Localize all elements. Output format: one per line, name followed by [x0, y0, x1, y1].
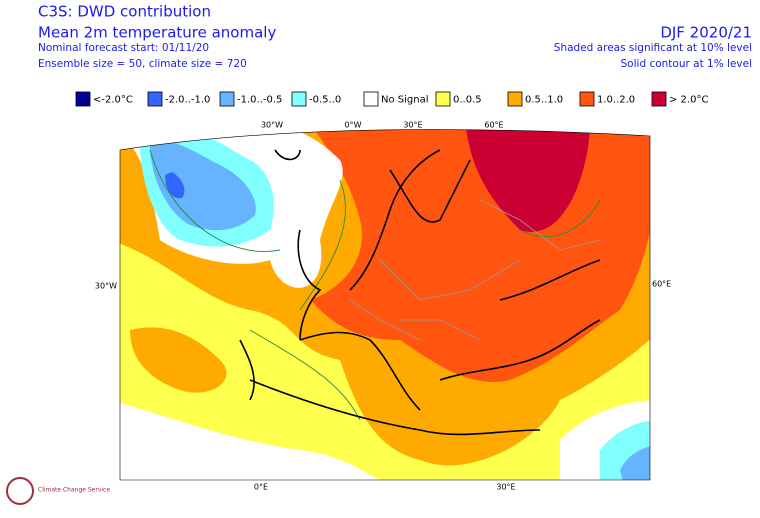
legend-swatch — [507, 91, 523, 107]
shade-light-blue — [150, 140, 256, 231]
subtitle: Mean 2m temperature anomaly — [38, 24, 276, 42]
legend-swatch — [651, 91, 667, 107]
legend-label: 0..0.5 — [453, 95, 482, 106]
title: C3S: DWD contribution — [38, 3, 211, 21]
legend-swatch — [363, 91, 379, 107]
shade-blue — [165, 172, 185, 199]
legend-label: No Signal — [381, 95, 429, 106]
contour — [149, 149, 601, 421]
contour-note: Solid contour at 1% level — [621, 58, 752, 70]
legend-label: 0.5..1.0 — [525, 95, 563, 106]
lon-label: 0°W — [345, 121, 362, 130]
ensemble-info: Ensemble size = 50, climate size = 720 — [38, 58, 247, 70]
legend-label: -2.0..-1.0 — [165, 95, 210, 106]
shade-orange — [130, 327, 227, 393]
shade-white — [120, 400, 380, 480]
legend-swatch — [219, 91, 235, 107]
legend-swatch — [75, 91, 91, 107]
country-border — [349, 199, 601, 341]
map — [120, 129, 650, 480]
legend-label: 1.0..2.0 — [597, 95, 635, 106]
logo-icon — [6, 477, 34, 505]
lon-label: 30°W — [261, 121, 283, 130]
lat-label: 30°W — [95, 282, 117, 291]
shade-dark-red — [465, 129, 590, 232]
legend-label: <-2.0°C — [93, 95, 133, 106]
legend: <-2.0°C -2.0..-1.0 -1.0..-0.5 -0.5..0 No Sig… — [75, 91, 708, 107]
legend-swatch — [147, 91, 163, 107]
legend-label: -1.0..-0.5 — [237, 95, 282, 106]
legend-label: -0.5..0 — [309, 95, 341, 106]
legend-swatch — [435, 91, 451, 107]
legend-swatch — [579, 91, 595, 107]
forecast-start: Nominal forecast start: 01/11/20 — [38, 42, 209, 54]
shading-note: Shaded areas significant at 10% level — [554, 42, 752, 54]
coastline — [239, 149, 601, 436]
lat-label: 60°E — [652, 280, 671, 289]
season: DJF 2020/21 — [660, 24, 752, 42]
logo: Climate Change Service — [6, 477, 110, 505]
map-frame — [119, 129, 651, 481]
logo-text: Climate Change Service — [38, 487, 110, 494]
shade-light-blue — [620, 445, 650, 480]
lon-label: 30°E — [403, 121, 422, 130]
lon-label: 0°E — [254, 483, 268, 492]
lon-label: 30°E — [496, 483, 515, 492]
lon-label: 60°E — [484, 121, 503, 130]
legend-swatch — [291, 91, 307, 107]
legend-label: > 2.0°C — [669, 95, 708, 106]
